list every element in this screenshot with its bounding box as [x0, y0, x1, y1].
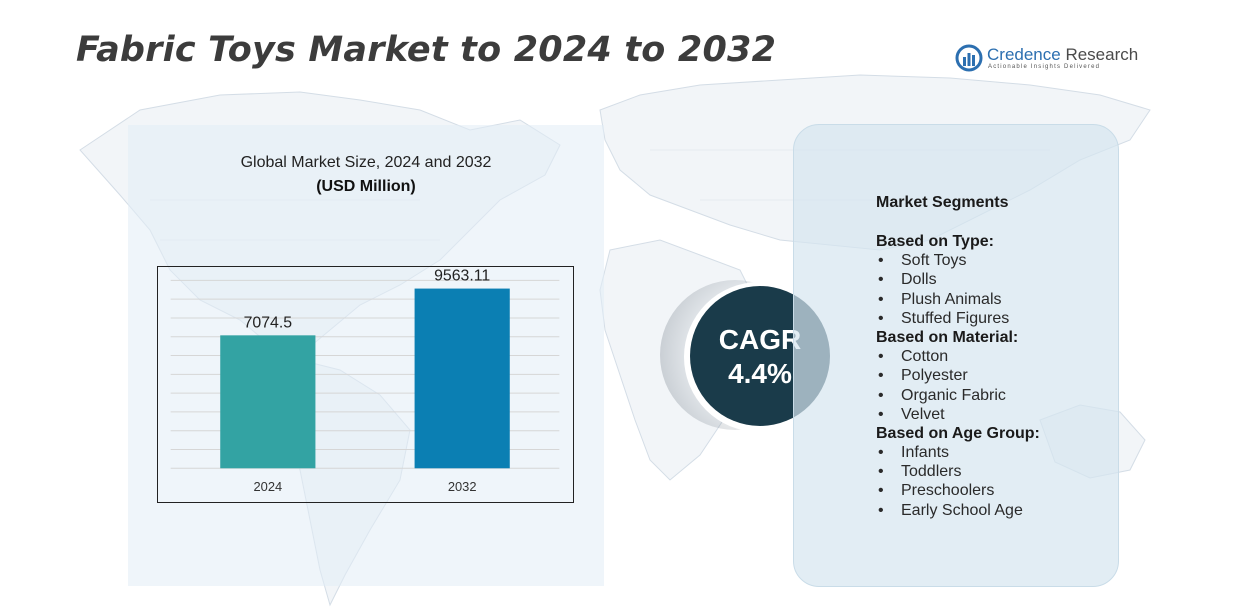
logo-name: Credence Research [987, 45, 1138, 65]
segment-item-label: Velvet [901, 405, 945, 423]
segment-item: • Cotton [876, 347, 1106, 366]
bullet-icon: • [878, 501, 884, 519]
segments-list: Based on Type: • Soft Toys • Dolls • Plush … [876, 232, 1106, 520]
segment-item: • Toddlers [876, 462, 1106, 481]
bullet-icon: • [878, 271, 884, 289]
bullet-icon: • [878, 367, 884, 385]
segment-item: • Polyester [876, 366, 1106, 385]
segment-item-label: Dolls [901, 271, 937, 289]
bullet-icon: • [878, 482, 884, 500]
segment-group-material-title: Based on Material: [876, 328, 1019, 346]
chart-tick-label: 2024 [254, 479, 283, 494]
chart-unit-label: (USD Million) [316, 178, 416, 195]
segment-item-label: Soft Toys [901, 252, 967, 270]
segment-item-label: Toddlers [901, 463, 962, 481]
logo-tagline: Actionable Insights Delivered [988, 64, 1101, 70]
segment-item: • Soft Toys [876, 251, 1106, 270]
segment-item-label: Cotton [901, 348, 949, 366]
chart-tick-label: 2032 [448, 479, 477, 494]
chart-data-label: 9563.11 [434, 268, 490, 285]
segment-item: • Organic Fabric [876, 386, 1106, 405]
segment-item: • Velvet [876, 405, 1106, 424]
bullet-icon: • [878, 348, 884, 366]
segments-panel [793, 124, 1119, 587]
segment-item-label: Early School Age [901, 501, 1023, 519]
segment-group-type-title: Based on Type: [876, 233, 994, 250]
credence-logo-icon [955, 44, 983, 72]
segment-item: • Preschoolers [876, 481, 1106, 500]
chart-title: Global Market Size, 2024 and 2032 [240, 154, 492, 171]
segment-item-label: Stuffed Figures [901, 309, 1010, 327]
segment-item-label: Organic Fabric [901, 386, 1006, 404]
segment-item: • Dolls [876, 270, 1106, 289]
logo-name-part2: Research [1060, 45, 1139, 64]
segments-heading: Market Segments [876, 194, 1009, 211]
bullet-icon: • [878, 405, 884, 423]
segment-item: • Stuffed Figures [876, 309, 1106, 328]
page-title: Fabric Toys Market to 2024 to 2032 [76, 30, 777, 70]
segment-item: • Early School Age [876, 501, 1106, 520]
logo-name-part1: Credence [987, 45, 1061, 64]
cagr-label: CAGR [718, 324, 802, 355]
segment-item: • Plush Animals [876, 290, 1106, 309]
bar-chart: 7074.5 2024 9563.11 2032 [157, 266, 574, 503]
segment-group-age-title: Based on Age Group: [876, 424, 1040, 442]
segment-item-label: Plush Animals [901, 290, 1002, 308]
chart-bar [414, 288, 510, 469]
bullet-icon: • [878, 386, 884, 404]
chart-bar [220, 335, 316, 469]
bullet-icon: • [878, 309, 884, 327]
segment-item: • Infants [876, 443, 1106, 462]
bullet-icon: • [878, 290, 884, 308]
segment-item-label: Infants [901, 444, 950, 462]
cagr-value: 4.4% [728, 358, 792, 389]
bullet-icon: • [878, 444, 884, 462]
bullet-icon: • [878, 252, 884, 270]
segment-item-label: Polyester [901, 367, 968, 385]
company-logo: Credence Research Actionable Insights De… [955, 42, 1145, 76]
segment-item-label: Preschoolers [901, 482, 995, 500]
chart-data-label: 7074.5 [244, 314, 293, 331]
bullet-icon: • [878, 463, 884, 481]
